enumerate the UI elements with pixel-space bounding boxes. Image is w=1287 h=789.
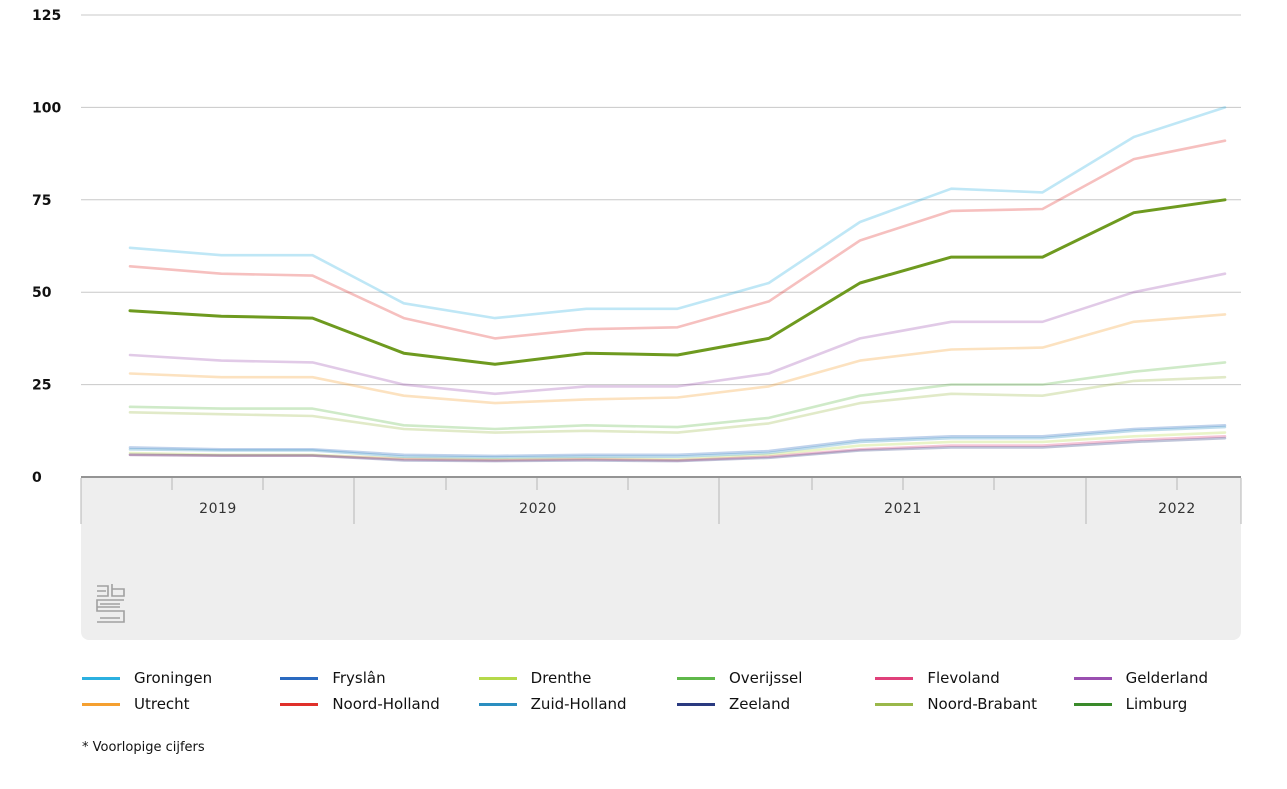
series-line-flevoland <box>128 434 1227 462</box>
series-line-drenthe <box>128 431 1227 461</box>
x-axis-band <box>81 478 1241 640</box>
legend-label: Overijssel <box>728 669 803 687</box>
x-tick-label: 2019 <box>199 501 237 517</box>
series-line-limburg <box>128 198 1227 366</box>
y-tick-label: 75 <box>32 193 51 209</box>
legend-swatch <box>280 676 319 680</box>
legend-item-zeeland[interactable]: Zeeland <box>676 694 875 714</box>
y-tick-label: 100 <box>32 100 61 116</box>
series-line-gelderland <box>128 272 1227 396</box>
legend-item-noord-holland[interactable]: Noord-Holland <box>280 694 478 714</box>
legend-item-gelderland[interactable]: Gelderland <box>1073 668 1272 688</box>
series-line-utrecht <box>128 313 1227 405</box>
legend-swatch <box>676 702 715 706</box>
legend-swatch <box>1073 702 1112 706</box>
legend-item-groningen[interactable]: Groningen <box>82 668 280 688</box>
x-tick-label: 2021 <box>884 501 922 517</box>
legend-label: Noord-Brabant <box>927 695 1037 713</box>
legend-swatch <box>875 676 914 680</box>
legend-item-overijssel[interactable]: Overijssel <box>676 668 875 688</box>
legend-item-zuid-holland[interactable]: Zuid-Holland <box>478 694 677 714</box>
legend-swatch <box>82 702 120 706</box>
legend-swatch <box>280 702 319 706</box>
series-line-zuid-holland <box>128 425 1227 459</box>
series-line-overijssel <box>128 361 1227 431</box>
legend-item-limburg[interactable]: Limburg <box>1073 694 1272 714</box>
legend-item-drenthe[interactable]: Drenthe <box>478 668 677 688</box>
series-line-frysl-n <box>128 423 1227 458</box>
series-group <box>128 106 1227 463</box>
legend-label: Limburg <box>1125 695 1188 713</box>
x-tick-label: 2020 <box>519 501 557 517</box>
legend-label: Noord-Holland <box>332 695 440 713</box>
cbs-logo <box>96 584 125 623</box>
gridlines <box>81 14 1241 478</box>
legend-item-noord-brabant[interactable]: Noord-Brabant <box>875 694 1073 714</box>
y-tick-labels: 0 25 50 75 100 125 <box>32 8 61 486</box>
legend-swatch <box>875 702 914 706</box>
series-line-zeeland <box>128 436 1227 463</box>
y-tick-label: 125 <box>32 8 61 24</box>
legend-label: Zuid-Holland <box>530 695 627 713</box>
y-tick-label: 25 <box>32 378 51 394</box>
series-line-noord-brabant <box>128 375 1227 434</box>
legend-item-utrecht[interactable]: Utrecht <box>82 694 280 714</box>
legend-item-frysl-n[interactable]: Fryslân <box>280 668 478 688</box>
legend-swatch <box>1073 676 1112 680</box>
line-chart: 0 25 50 75 100 125 2019 2020 2021 2022 <box>32 8 1242 640</box>
legend-swatch <box>676 676 715 680</box>
y-tick-label: 0 <box>32 470 42 486</box>
x-axis <box>80 478 1242 640</box>
legend-label: Fryslân <box>332 669 386 687</box>
series-line-noord-holland <box>128 139 1227 340</box>
legend-swatch <box>478 676 517 680</box>
legend-swatch <box>478 702 517 706</box>
legend-label: Utrecht <box>134 695 190 713</box>
y-tick-label: 50 <box>32 285 52 301</box>
x-tick-label: 2022 <box>1158 501 1196 517</box>
legend-label: Groningen <box>134 669 213 687</box>
legend-item-flevoland[interactable]: Flevoland <box>875 668 1073 688</box>
footnote: * Voorlopige cijfers <box>82 740 205 755</box>
legend-label: Drenthe <box>530 669 592 687</box>
legend-label: Zeeland <box>728 695 791 713</box>
legend-swatch <box>82 676 120 680</box>
series-line-groningen <box>128 106 1227 320</box>
legend-label: Flevoland <box>927 669 1000 687</box>
legend: Groningen Fryslân Drenthe Overijssel Flevola… <box>82 668 1272 714</box>
x-tick-labels: 2019 2020 2021 2022 <box>199 501 1196 517</box>
legend-label: Gelderland <box>1125 669 1208 687</box>
